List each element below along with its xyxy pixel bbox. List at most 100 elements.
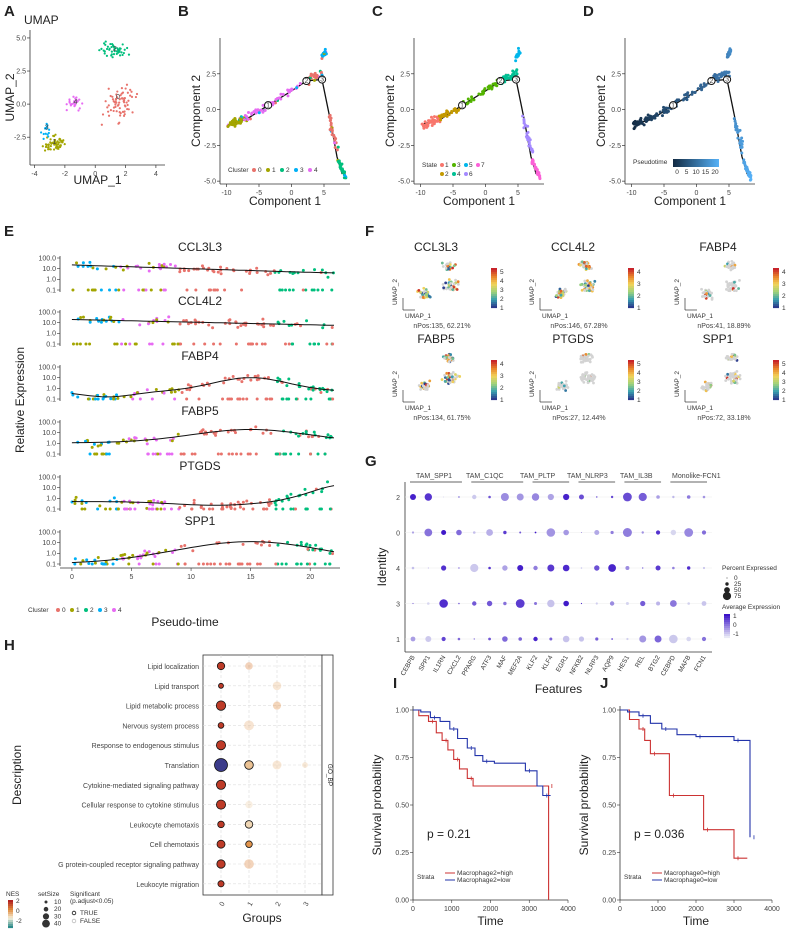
feature-colorbar-segment (491, 268, 497, 271)
feature-point-ccl3l3 (440, 261, 444, 265)
feature-point-fabp4 (708, 294, 712, 297)
expr-point-spp1 (127, 562, 131, 566)
dot-feature-cxcl2 (456, 529, 462, 536)
traj-pseudotime-y-tick-label: -2.5 (609, 143, 621, 150)
dot-feature-label: FCN1 (693, 654, 708, 673)
dot-feature-nfkb2 (578, 636, 585, 642)
expr-legend-label: 0 (62, 607, 66, 614)
traj-cluster-point (281, 92, 285, 96)
feature-colorbar-segment (773, 280, 779, 283)
expr-trend-curve-fabp5 (71, 429, 335, 444)
dot-feature-egr1 (563, 529, 569, 536)
expr-point-ptgds (151, 503, 155, 507)
expr-point-ccl4l2 (155, 318, 159, 322)
feature-point-ccl3l3 (423, 290, 426, 293)
dot-group-label: TAM_PLTP (520, 473, 555, 480)
expr-point-ccl4l2 (325, 342, 329, 346)
feature-point-spp1 (735, 355, 739, 358)
expr-point-fabp4 (238, 397, 242, 401)
expr-point-ccl4l2 (115, 342, 119, 346)
go-nes-legend-title: NES (6, 891, 20, 898)
dot-group-label: TAM_C1QC (466, 473, 504, 480)
dot-expr-colorbar-segment (724, 614, 730, 617)
expr-point-ptgds (202, 507, 206, 511)
umap-point-cluster-2 (105, 54, 109, 57)
dot-pct-legend-label: 50 (734, 587, 742, 594)
traj-pseudotime-point (717, 72, 721, 76)
dot-feature-rel (638, 492, 647, 502)
dot-feature-pparg (470, 563, 479, 573)
traj-cluster-legend-dot (294, 168, 298, 172)
feature-colorbar-segment (491, 360, 497, 363)
feature-point-ccl4l2 (587, 289, 591, 293)
traj-cluster-point (323, 50, 327, 54)
umap-point-cluster-1 (43, 149, 47, 152)
dot-feature-label: MAFB (677, 655, 692, 674)
pseudotime-colorbar-tick: 20 (711, 169, 719, 176)
dot-expr-colorbar-segment (724, 632, 730, 635)
go-nes-colorbar-segment (8, 922, 13, 925)
traj-state-point (432, 115, 436, 119)
feature-colorbar-segment (773, 278, 779, 281)
expr-point-ccl4l2 (236, 325, 240, 329)
umap-point-cluster-2 (122, 51, 125, 55)
expr-point-fabp4 (294, 397, 298, 401)
feature-colorbar-segment (491, 304, 497, 307)
feature-point-ccl3l3 (448, 287, 452, 291)
expr-point-spp1 (96, 556, 100, 560)
feature-point-spp1 (709, 383, 713, 387)
umap-point-cluster-0 (107, 104, 110, 107)
traj-state-legend-label: 5 (469, 162, 473, 169)
traj-cluster-branch-point (302, 76, 311, 86)
dot-feature-label: EGR1 (555, 654, 570, 673)
feature-point-spp1 (729, 372, 733, 375)
feature-colorbar-segment (773, 394, 779, 397)
feature-point-ccl3l3 (448, 263, 452, 266)
feature-point-ccl3l3 (427, 294, 431, 298)
umap-y-tick-label: -2.5 (14, 135, 26, 142)
expr-point-ptgds (294, 507, 298, 511)
expr-point-ptgds (267, 503, 271, 507)
expr-point-fabp4 (135, 391, 139, 395)
traj-cluster-point (239, 117, 243, 121)
survival-J-y-tick-label: 1.00 (602, 708, 616, 715)
feature-colorbar-segment (628, 388, 634, 391)
expr-trend-curve-ccl4l2 (71, 319, 335, 326)
umap-point-cluster-1 (51, 141, 54, 144)
feature-colorbar-segment (773, 286, 779, 289)
umap-point-cluster-0 (117, 122, 120, 125)
feature-colorbar-segment (773, 386, 779, 389)
pseudotime-colorbar-tick: 10 (692, 169, 700, 176)
expr-point-fabp4 (188, 388, 192, 392)
feature-point-fabp5 (455, 375, 459, 379)
feature-point-spp1 (726, 377, 730, 381)
feature-point-ccl4l2 (590, 267, 593, 270)
expr-y-tick-label: 1.0 (46, 331, 56, 338)
expr-point-ptgds (251, 507, 255, 511)
traj-pseudotime-point (702, 84, 706, 88)
go-term-label: Response to endogenous stimulus (92, 743, 200, 750)
dot-expr-legend-label: -1 (733, 631, 739, 638)
expr-point-ptgds (159, 507, 163, 511)
umap-point-cluster-4 (78, 107, 81, 110)
feature-y-label: UMAP_2 (392, 371, 399, 397)
dot-feature-cebpd (672, 495, 675, 499)
dot-feature-atf3 (488, 495, 491, 499)
dot-identity-label: 3 (396, 602, 400, 609)
traj-state-point (469, 100, 473, 104)
panel-G-label: G (365, 453, 377, 470)
umap-point-cluster-4 (77, 109, 80, 112)
dot-feature-fcn1 (701, 530, 707, 535)
feature-colorbar-segment (491, 394, 497, 397)
feature-point-ccl4l2 (583, 260, 586, 264)
expr-point-fabp5 (93, 452, 97, 456)
expr-point-fabp5 (182, 452, 186, 456)
feature-y-label: UMAP_2 (529, 279, 536, 305)
traj-state-legend-dot (464, 172, 468, 176)
dot-feature-cxcl2 (458, 567, 460, 569)
expr-point-ptgds (211, 507, 215, 511)
expr-point-ccl3l3 (212, 288, 216, 292)
go-term-label: Leukocyte chemotaxis (130, 822, 200, 829)
traj-state-legend-label: 3 (457, 162, 461, 169)
feature-point-spp1 (727, 356, 731, 360)
